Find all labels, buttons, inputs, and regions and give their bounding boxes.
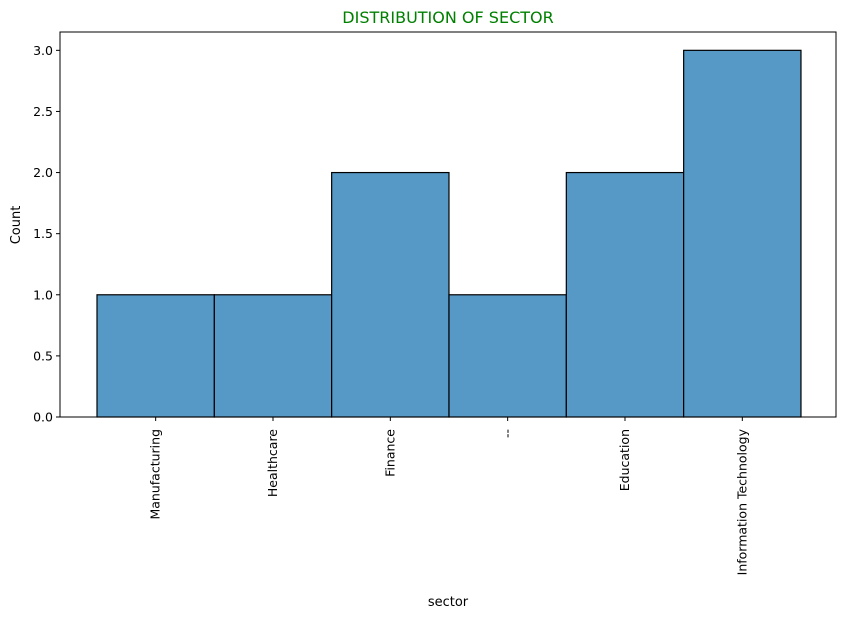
y-tick-label-4: 2.0 xyxy=(33,165,53,180)
x-axis-ticks: Manufacturing Healthcare Finance -- Educatio… xyxy=(148,417,749,575)
x-tick-label-5: Information Technology xyxy=(734,428,749,575)
x-tick-label-2: Finance xyxy=(382,429,397,477)
x-tick-label-0: Manufacturing xyxy=(148,429,163,520)
x-axis-label: sector xyxy=(428,595,469,610)
y-tick-label-0: 0.0 xyxy=(33,410,53,425)
bar-2 xyxy=(331,171,450,418)
bar-1 xyxy=(213,294,333,418)
chart-title: DISTRIBUTION OF SECTOR xyxy=(342,8,553,27)
y-tick-label-6: 3.0 xyxy=(33,43,53,58)
x-tick-label-1: Healthcare xyxy=(265,429,280,497)
y-tick-label-2: 1.0 xyxy=(33,287,53,302)
y-axis-label: Count xyxy=(9,206,24,245)
x-tick-label-4: Education xyxy=(617,429,632,491)
bar-0 xyxy=(96,294,215,418)
bar-3 xyxy=(448,294,567,418)
y-axis-ticks: 0.0 0.5 1.0 1.5 2.0 2.5 3.0 xyxy=(33,43,60,425)
y-tick-label-3: 1.5 xyxy=(33,226,53,241)
bar-4 xyxy=(565,171,685,418)
bar-5 xyxy=(683,49,802,418)
y-tick-label-1: 0.5 xyxy=(33,348,53,363)
plot-area-frame xyxy=(59,31,837,418)
x-tick-label-3: -- xyxy=(500,429,515,438)
bars-group xyxy=(96,49,802,418)
y-tick-label-5: 2.5 xyxy=(33,104,53,119)
